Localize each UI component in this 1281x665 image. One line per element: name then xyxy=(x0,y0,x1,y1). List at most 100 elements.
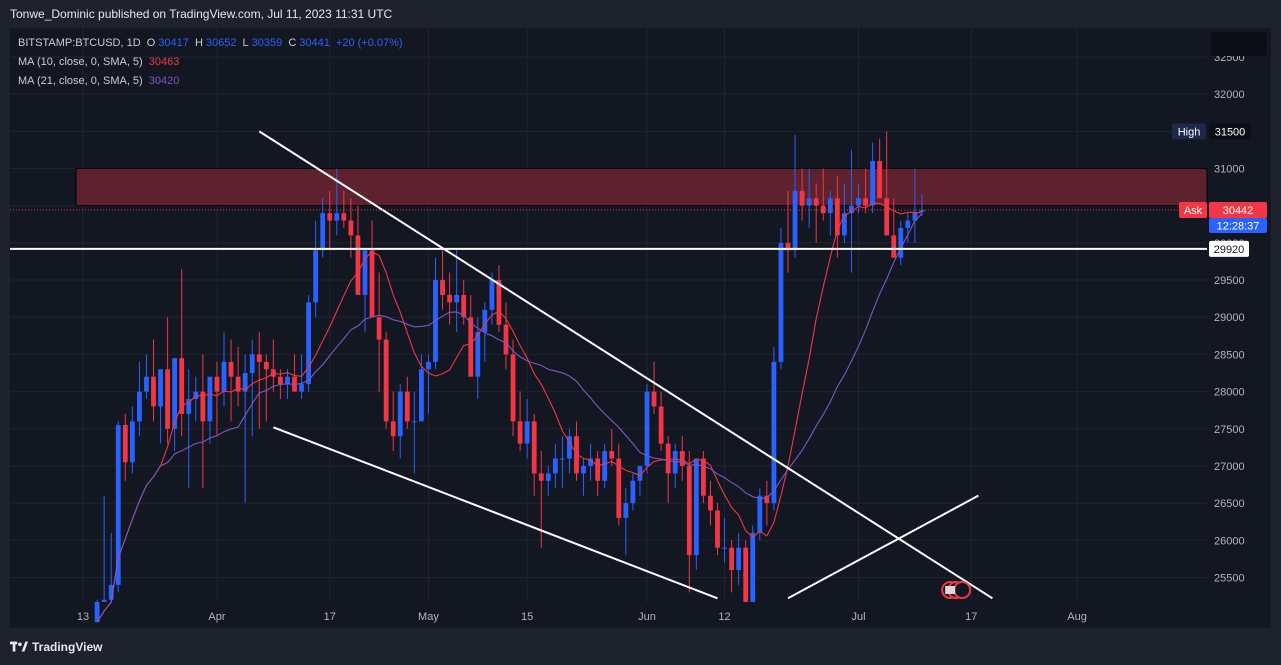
candle-body xyxy=(637,465,643,481)
candle-body xyxy=(609,451,615,459)
candle-body xyxy=(369,250,375,318)
x-tick-label: 15 xyxy=(521,611,533,623)
high-label-tag: High xyxy=(1178,126,1201,138)
candle-body xyxy=(207,376,213,422)
candle-body xyxy=(827,198,833,214)
candle-body xyxy=(306,302,311,385)
candle-body xyxy=(679,451,685,466)
candle-body xyxy=(214,376,220,392)
ask-label-tag: Ask xyxy=(1184,205,1203,217)
candle-body xyxy=(285,376,290,385)
y-tick-label: 28500 xyxy=(1214,349,1245,361)
candle-body xyxy=(327,213,333,221)
candle-body xyxy=(320,213,326,251)
candle-body xyxy=(468,317,474,377)
candle-body xyxy=(630,480,636,504)
candle-body xyxy=(750,532,756,602)
candle-body xyxy=(158,369,163,407)
legend-high-value: 30652 xyxy=(205,37,237,49)
candle-body xyxy=(552,458,558,474)
trendlines-layer xyxy=(10,130,1207,600)
x-tick-label: Jun xyxy=(638,611,656,623)
candle-body xyxy=(595,458,601,481)
legend-high-label: H xyxy=(194,37,203,49)
candle-body xyxy=(898,228,904,258)
candle-body xyxy=(785,242,791,251)
price-chart[interactable]: 25500 26000 26500 27000 27500 28000 28500 29000… xyxy=(0,0,1281,628)
candle-body xyxy=(545,473,551,481)
candle-body xyxy=(799,190,805,206)
candle-body xyxy=(820,205,826,214)
ask-value-tag: 30442 xyxy=(1223,205,1254,217)
y-tick-label: 32000 xyxy=(1214,89,1245,101)
x-tick-label: Apr xyxy=(208,611,225,623)
legend-ma21-row[interactable]: MA (21, close, 0, SMA, 5) 30420 xyxy=(18,72,406,91)
candle-body xyxy=(263,361,269,370)
candle-body xyxy=(249,354,255,373)
legend-close-value: 30441 xyxy=(299,37,330,49)
candle-body xyxy=(658,406,664,444)
candle-body xyxy=(397,391,403,437)
support-value-tag: 29920 xyxy=(1214,244,1245,256)
candle-body xyxy=(919,210,925,212)
ma10-line xyxy=(96,202,922,623)
candle-body xyxy=(623,503,629,518)
price-tags: High 31500 Ask 30442 12:28:37 29920 xyxy=(941,123,1267,599)
candle-body xyxy=(348,220,354,236)
candle-body xyxy=(863,198,868,206)
legend-ma10-value: 30463 xyxy=(148,56,180,68)
legend-ma10-row[interactable]: MA (10, close, 0, SMA, 5) 30463 xyxy=(18,53,406,72)
footer-bar xyxy=(0,628,1281,665)
moving-averages-layer xyxy=(96,202,923,623)
candle-body xyxy=(757,495,763,533)
candle-body xyxy=(151,376,156,407)
candle-body xyxy=(567,436,572,459)
trendline xyxy=(258,130,993,600)
candle-body xyxy=(440,280,445,295)
ma21-line xyxy=(96,213,923,623)
candle-body xyxy=(115,425,121,585)
candle-body xyxy=(665,443,671,474)
y-tick-label: 27000 xyxy=(1214,461,1245,473)
trendline xyxy=(787,494,979,600)
candle-body xyxy=(503,324,509,355)
candle-body xyxy=(764,495,770,504)
x-tick-label: Aug xyxy=(1067,611,1087,623)
candle-body xyxy=(912,213,918,221)
candle-body xyxy=(736,547,742,571)
candle-body xyxy=(806,198,812,206)
candle-body xyxy=(172,358,178,429)
candle-body xyxy=(108,584,114,600)
candle-body xyxy=(228,361,234,377)
y-tick-label: 25500 xyxy=(1214,572,1245,584)
chart-panel[interactable] xyxy=(10,28,1271,628)
candle-body xyxy=(877,161,883,199)
candle-body xyxy=(496,280,502,325)
candle-body xyxy=(560,458,565,460)
candle-body xyxy=(256,354,262,362)
candle-body xyxy=(517,421,523,444)
candle-body xyxy=(813,198,819,206)
candle-body xyxy=(686,465,692,556)
candle-body xyxy=(482,309,488,333)
chart-settings-button[interactable] xyxy=(1211,32,1267,56)
x-tick-label: May xyxy=(418,611,439,623)
candle-body xyxy=(834,198,840,236)
candle-body xyxy=(137,391,142,422)
candle-body xyxy=(588,458,593,466)
candle-body xyxy=(235,376,241,392)
y-tick-label: 28000 xyxy=(1214,387,1245,399)
legend-open-value: 30417 xyxy=(158,37,189,49)
candle-body xyxy=(644,391,650,466)
candle-body xyxy=(376,317,382,340)
candle-body xyxy=(454,294,460,303)
legend-low-value: 30359 xyxy=(251,37,283,49)
candle-body xyxy=(362,250,368,295)
tradingview-logo[interactable]: TradingView xyxy=(10,640,102,654)
legend-low-label: L xyxy=(242,37,249,49)
x-tick-label: Jul xyxy=(851,611,865,623)
candle-body xyxy=(531,421,537,474)
legend-close-label: C xyxy=(288,37,297,49)
y-tick-label: 29000 xyxy=(1214,312,1245,324)
y-tick-label: 26000 xyxy=(1214,535,1245,547)
